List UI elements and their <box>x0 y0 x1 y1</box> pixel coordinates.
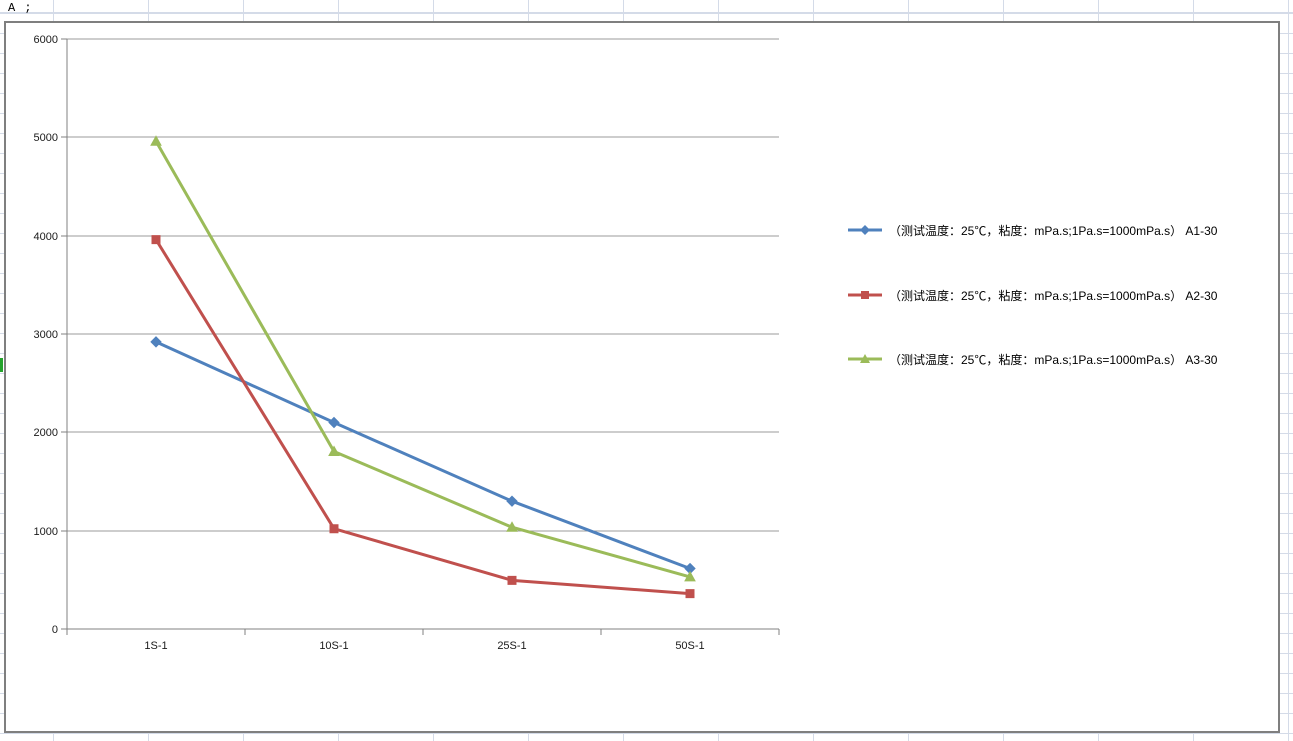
svg-text:10S-1: 10S-1 <box>319 640 348 652</box>
chart-legend: （测试温度：25℃，粘度：mPa.s;1Pa.s=1000mPa.s） A1-3… <box>4 21 1280 733</box>
svg-text:1S-1: 1S-1 <box>144 640 167 652</box>
chart-object[interactable]: 0 1000 2000 3000 4000 5000 6000 1S-1 10S-1 25S-1 5… <box>4 21 1280 733</box>
left-edge-selection-marker <box>0 358 3 372</box>
svg-text:25S-1: 25S-1 <box>497 640 526 652</box>
legend-entry-a2-30[interactable]: （测试温度：25℃，粘度：mPa.s;1Pa.s=1000mPa.s） A2-3… <box>848 286 1217 304</box>
legend-line-triangle-icon <box>848 354 882 363</box>
svg-text:5000: 5000 <box>34 132 58 144</box>
svg-text:3000: 3000 <box>34 329 58 341</box>
svg-text:4000: 4000 <box>34 231 58 243</box>
svg-text:0: 0 <box>52 624 58 636</box>
svg-text:2000: 2000 <box>34 427 58 439</box>
svg-text:1000: 1000 <box>34 526 58 538</box>
legend-label: （测试温度：25℃，粘度：mPa.s;1Pa.s=1000mPa.s） A3-3… <box>889 352 1218 367</box>
legend-entry-a1-30[interactable]: （测试温度：25℃，粘度：mPa.s;1Pa.s=1000mPa.s） A1-3… <box>848 221 1217 239</box>
svg-text:6000: 6000 <box>34 34 58 46</box>
legend-entry-a3-30[interactable]: （测试温度：25℃，粘度：mPa.s;1Pa.s=1000mPa.s） A3-3… <box>848 350 1217 368</box>
legend-label: （测试温度：25℃，粘度：mPa.s;1Pa.s=1000mPa.s） A1-3… <box>889 223 1218 238</box>
line-chart-plot: 0 1000 2000 3000 4000 5000 6000 1S-1 10S-1 25S-1 5… <box>4 21 1280 733</box>
legend-label: （测试温度：25℃，粘度：mPa.s;1Pa.s=1000mPa.s） A2-3… <box>889 288 1218 303</box>
legend-line-diamond-icon <box>848 225 882 235</box>
top-left-cell-text[interactable]: A ; <box>8 1 33 15</box>
legend-line-square-icon <box>848 291 882 299</box>
svg-text:50S-1: 50S-1 <box>675 640 704 652</box>
